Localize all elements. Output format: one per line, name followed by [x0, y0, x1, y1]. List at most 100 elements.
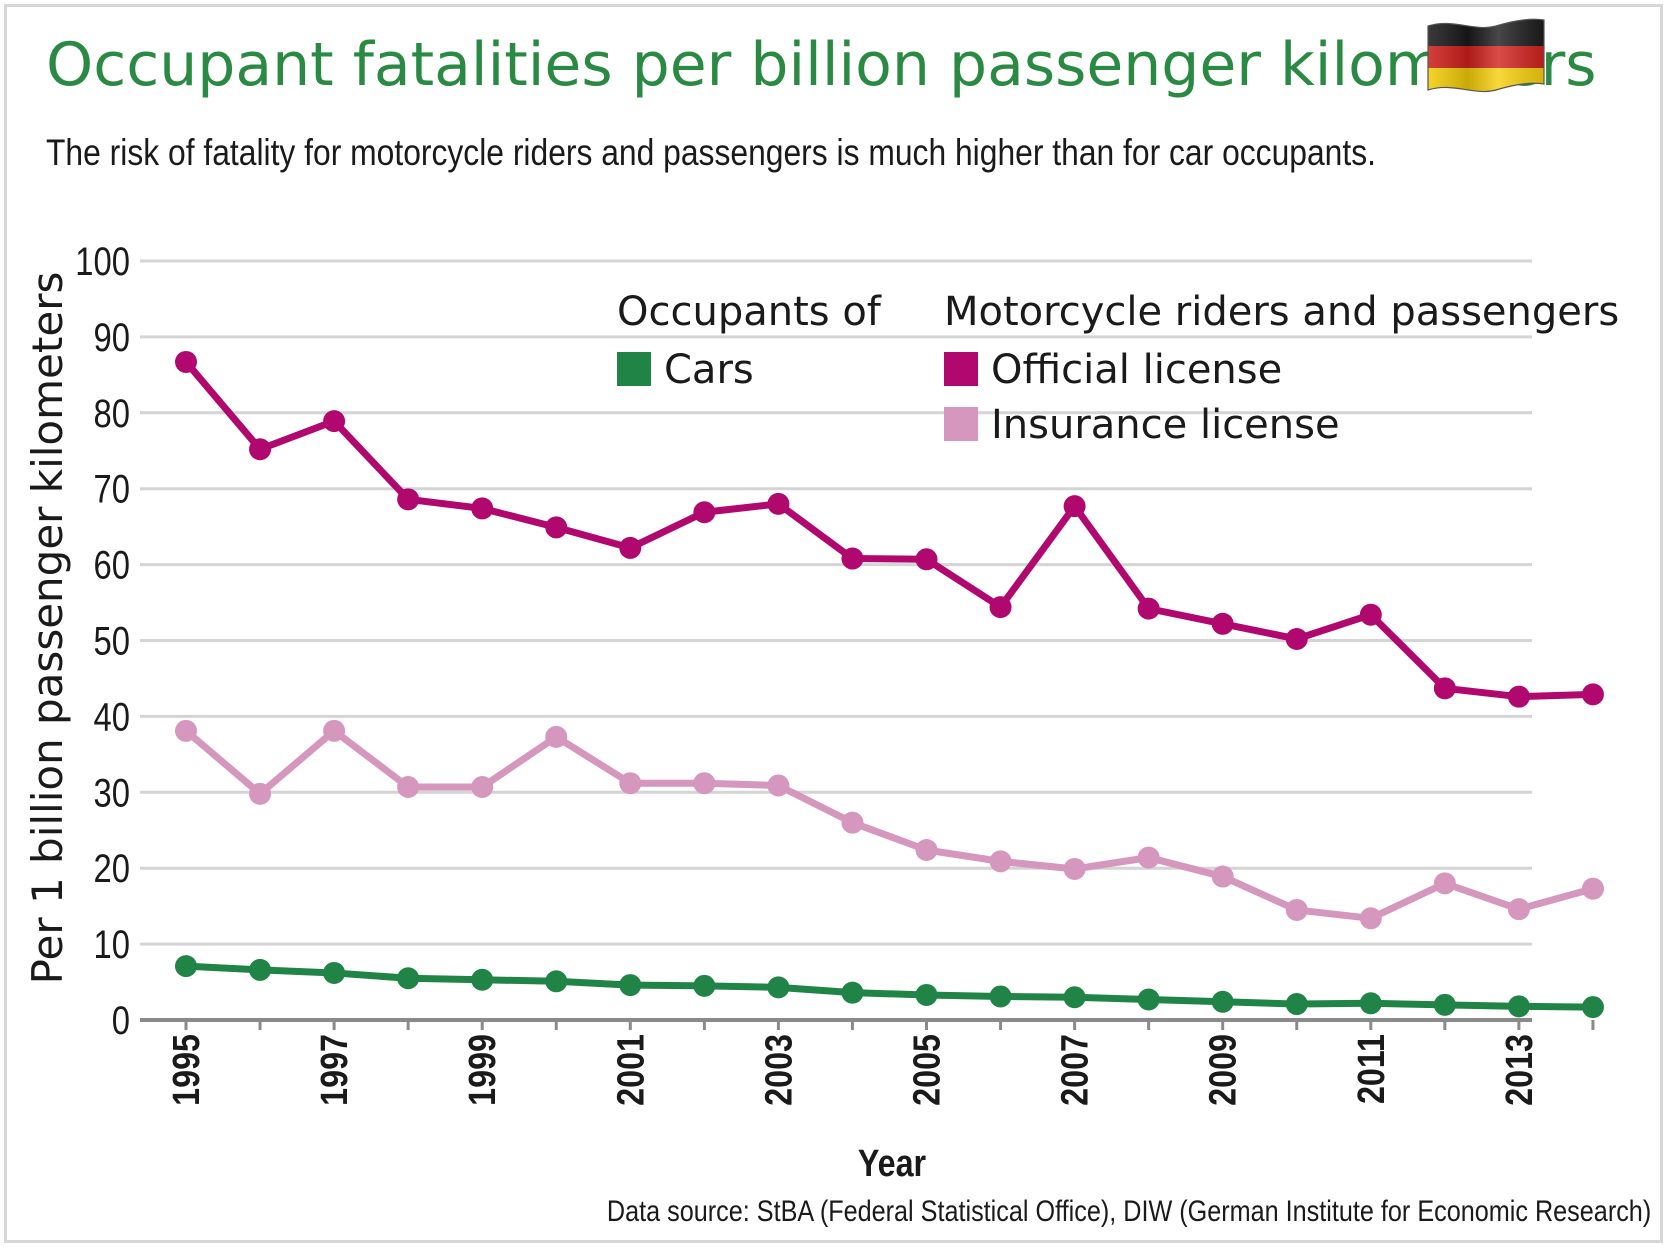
data-point-insurance-license [175, 719, 197, 742]
y-axis-ticks: 0 10 20 30 40 50 60 70 80 90 100 [75, 239, 130, 1043]
legend-group-cars-title: Occupants of [617, 289, 882, 335]
data-point-official-license [1581, 683, 1604, 706]
data-point-cars [323, 961, 346, 984]
data-point-insurance-license [471, 775, 494, 798]
legend: Occupants of Motorcycle riders and passe… [617, 289, 1619, 448]
data-point-official-license [249, 438, 272, 461]
series-official-license [175, 350, 1604, 708]
y-tick-label: 10 [94, 922, 130, 967]
data-point-cars [1433, 993, 1456, 1016]
x-tick-label: 2007 [1054, 1034, 1096, 1106]
data-point-insurance-license [1285, 898, 1308, 921]
data-point-insurance-license [1359, 907, 1382, 930]
legend-label-official-license: Official license [991, 347, 1282, 393]
data-point-official-license [915, 548, 938, 571]
data-point-official-license [1285, 627, 1308, 650]
data-point-insurance-license [1137, 846, 1160, 869]
y-tick-label: 20 [94, 846, 130, 891]
data-point-official-license [619, 536, 642, 559]
data-point-cars [841, 981, 864, 1004]
data-point-official-license [693, 501, 716, 524]
grid-lines [140, 259, 1532, 946]
data-point-insurance-license [1063, 857, 1086, 880]
x-tick-label: 2001 [610, 1034, 652, 1106]
data-point-official-license [1137, 597, 1160, 620]
data-point-cars [249, 958, 272, 981]
x-tick-label: 1995 [166, 1034, 208, 1106]
chart-subtitle: The risk of fatality for motorcycle ride… [46, 132, 1376, 173]
x-tick-label: 1999 [462, 1034, 504, 1106]
y-tick-label: 100 [75, 239, 130, 284]
germany-flag-icon [1427, 18, 1545, 93]
data-point-cars [1581, 996, 1604, 1019]
data-point-official-license [989, 596, 1012, 619]
data-point-official-license [1211, 612, 1234, 635]
legend-group-motorcycle-title: Motorcycle riders and passengers [944, 289, 1619, 335]
y-axis-label: Per 1 billion passenger kilometers [23, 272, 72, 985]
x-axis-ticks: 1995 1997 1999 2001 2003 2005 2007 2009 2011 2013 [166, 1020, 1595, 1106]
series-line-insurance-license [182, 727, 1597, 922]
x-axis-label: Year [858, 1143, 926, 1185]
data-source-note: Data source: StBA (Federal Statistical O… [606, 1195, 1651, 1228]
data-point-cars [1359, 992, 1382, 1015]
x-tick-label: 2013 [1498, 1034, 1540, 1106]
data-point-official-license [397, 488, 420, 511]
x-tick-label: 2009 [1202, 1034, 1244, 1106]
data-point-official-license [1433, 677, 1456, 700]
data-point-cars [693, 974, 716, 997]
y-tick-label: 60 [94, 543, 130, 588]
x-tick-label: 2005 [906, 1034, 948, 1106]
data-point-official-license [1359, 603, 1382, 626]
data-point-insurance-license [693, 772, 716, 795]
data-point-cars [1211, 990, 1234, 1013]
data-point-cars [619, 974, 642, 997]
data-point-official-license [545, 516, 568, 539]
legend-swatch-insurance-license [944, 407, 978, 441]
data-point-official-license [1063, 495, 1086, 518]
y-tick-label: 90 [94, 315, 130, 360]
data-point-official-license [323, 410, 346, 433]
y-tick-label: 0 [112, 998, 130, 1043]
data-point-cars [915, 983, 938, 1006]
data-point-insurance-license [989, 850, 1012, 873]
data-point-cars [471, 968, 494, 991]
data-point-insurance-license [841, 811, 864, 834]
series-line-official-license [182, 358, 1597, 701]
series-layer [175, 350, 1604, 1019]
data-point-cars [1285, 993, 1308, 1016]
x-tick-label: 1997 [314, 1034, 356, 1106]
series-line-cars [182, 962, 1597, 1011]
data-point-insurance-license [545, 725, 568, 748]
data-point-official-license [471, 497, 494, 520]
legend-label-cars: Cars [664, 347, 754, 393]
x-tick-label: 2003 [758, 1034, 800, 1106]
series-insurance-license [175, 719, 1604, 930]
legend-label-insurance-license: Insurance license [991, 402, 1340, 448]
data-point-insurance-license [1433, 872, 1456, 895]
data-point-official-license [1507, 685, 1530, 708]
y-tick-label: 80 [94, 391, 130, 436]
data-point-cars [1137, 988, 1160, 1011]
data-point-insurance-license [619, 772, 642, 795]
y-tick-label: 40 [94, 694, 130, 739]
chart-title: Occupant fatalities per billion passenge… [46, 30, 1597, 100]
data-point-insurance-license [1581, 877, 1604, 900]
data-point-insurance-license [915, 838, 938, 861]
data-point-official-license [767, 492, 790, 515]
data-point-official-license [175, 350, 197, 373]
x-tick-label: 2011 [1350, 1034, 1392, 1104]
data-point-cars [1507, 995, 1530, 1018]
data-point-cars [989, 985, 1012, 1008]
data-point-official-license [841, 547, 864, 570]
y-tick-label: 30 [94, 770, 130, 815]
data-point-insurance-license [1507, 898, 1530, 921]
data-point-cars [545, 970, 568, 993]
data-point-cars [397, 967, 420, 990]
legend-swatch-cars [617, 352, 651, 386]
data-point-cars [1063, 986, 1086, 1009]
series-cars [175, 955, 1604, 1019]
data-point-insurance-license [767, 774, 790, 797]
legend-swatch-official-license [944, 352, 978, 386]
data-point-cars [175, 955, 197, 978]
